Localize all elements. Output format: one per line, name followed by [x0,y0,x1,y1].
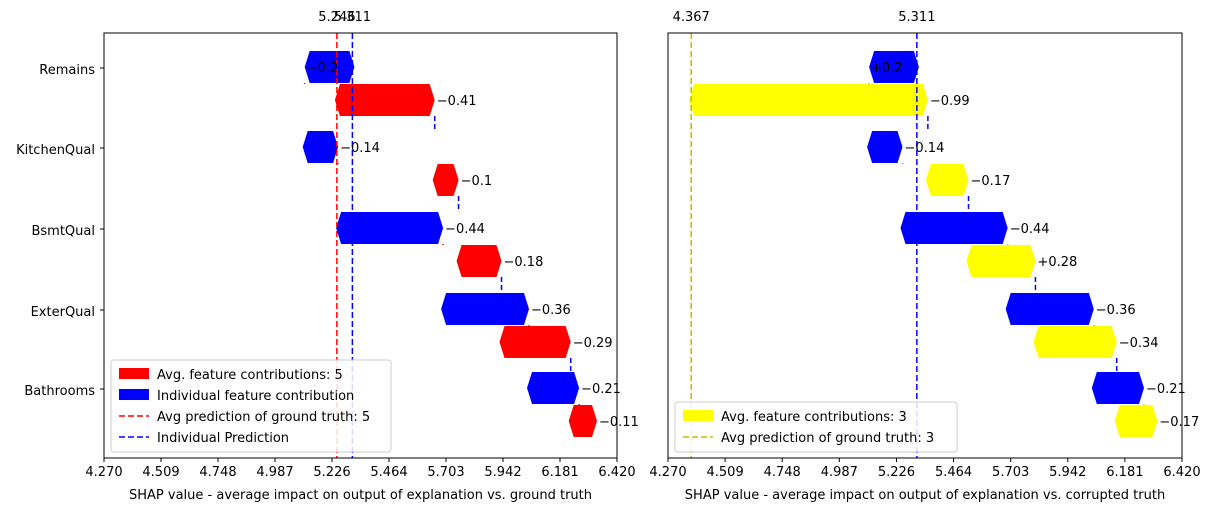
legend-entry-label: Avg. feature contributions: 3 [721,410,907,425]
average-contribution-bar [568,405,597,437]
x-tick-label: 4.270 [85,465,122,480]
average-contribution-bar [456,245,502,277]
individual-contribution-bar [304,51,355,83]
legend-entry-label: Avg prediction of ground truth: 5 [157,410,370,425]
individual-contribution-bar [336,212,444,244]
x-tick-label: 4.509 [707,465,744,480]
average-contribution-bar [689,84,928,116]
legend-swatch [119,368,149,379]
individual-contribution-bar [302,131,339,163]
bar-value-label: −0.29 [573,336,613,351]
prediction-value-label: 4.367 [673,10,710,25]
average-contribution-bar [432,164,459,196]
bar-value-label: +0.2 [871,61,903,76]
bar-value-label: −0.14 [905,141,945,156]
individual-contribution-bar [1091,372,1144,404]
average-contribution-bar [1114,405,1158,437]
right-shap-waterfall-panel: 4.367 5.311 +0.2 −0.99 −0.14 −0.17 −0.44 +0.28 −… [649,10,1200,503]
x-tick-label: 5.942 [1049,465,1086,480]
individual-contribution-bar [527,372,580,404]
plot-frame [103,32,618,459]
x-tick-label: 4.987 [821,465,858,480]
legend-entry-label: Avg. feature contributions: 5 [157,368,343,383]
x-tick-label: 5.226 [878,465,915,480]
plot-frame [667,32,1183,459]
bar-value-label: −0.99 [930,94,970,109]
bar-value-label: −0.11 [599,415,639,430]
x-tick-label: 5.226 [313,465,350,480]
x-tick-label: 4.270 [649,465,686,480]
bar-value-label: −0.1 [461,174,493,189]
bar-value-label: −0.14 [340,141,380,156]
average-contribution-bar [334,84,435,116]
legend: Avg. feature contributions: 5 Individual … [110,359,392,453]
legend-swatch [683,410,713,421]
prediction-value-label: 5.311 [898,10,935,25]
x-tick-label: 6.420 [1163,465,1200,480]
x-tick-label: 5.703 [427,465,464,480]
x-tick-label: 6.420 [598,465,635,480]
legend-swatch [119,389,149,400]
prediction-value-label: 5.311 [334,10,371,25]
bar-value-label: −0.21 [581,382,621,397]
individual-contribution-bar [867,131,903,163]
individual-contribution-bar [869,51,919,83]
average-contribution-bar [1033,326,1117,358]
x-tick-label: 5.942 [484,465,521,480]
average-contribution-bar [499,326,571,358]
bar-value-label: −0.2 [307,61,339,76]
legend-entry-label: Avg prediction of ground truth: 3 [721,431,934,446]
average-contribution-bar [966,245,1036,277]
bar-value-label: −0.36 [1096,303,1136,318]
bar-value-label: −0.18 [504,255,544,270]
x-tick-label: 5.703 [992,465,1029,480]
x-axis-label: SHAP value - average impact on output of… [129,488,592,503]
bar-value-label: −0.44 [445,222,485,237]
x-tick-label: 6.181 [1106,465,1143,480]
y-category-label: Bathrooms [24,384,95,399]
bar-value-label: +0.28 [1037,255,1077,270]
individual-contribution-bar [441,293,529,325]
bar-value-label: −0.36 [531,303,571,318]
legend-box [110,359,392,453]
y-category-label: KitchenQual [16,143,95,158]
bar-value-label: −0.44 [1010,222,1050,237]
x-tick-label: 5.464 [370,465,407,480]
x-tick-label: 4.748 [199,465,236,480]
individual-contribution-bar [900,212,1008,244]
y-category-label: Remains [39,63,95,78]
y-category-label: ExterQual [31,305,95,320]
bar-value-label: −0.21 [1146,382,1186,397]
prediction-value-label: 5.246 [318,10,355,25]
legend-box [674,401,958,453]
legend: Avg. feature contributions: 3 Avg predict… [674,401,958,453]
x-tick-label: 4.509 [142,465,179,480]
x-tick-label: 5.464 [935,465,972,480]
x-tick-label: 4.987 [256,465,293,480]
x-tick-label: 4.748 [764,465,801,480]
x-tick-label: 6.181 [541,465,578,480]
bar-value-label: −0.34 [1119,336,1159,351]
x-axis-label: SHAP value - average impact on output of… [685,488,1165,503]
y-category-label: BsmtQual [31,224,95,239]
individual-contribution-bar [1005,293,1094,325]
bar-value-label: −0.17 [1159,415,1199,430]
legend-entry-label: Individual Prediction [157,431,289,446]
bar-value-label: −0.17 [971,174,1011,189]
bar-value-label: −0.41 [437,94,477,109]
legend-entry-label: Individual feature contribution [157,389,354,404]
average-contribution-bar [925,164,969,196]
